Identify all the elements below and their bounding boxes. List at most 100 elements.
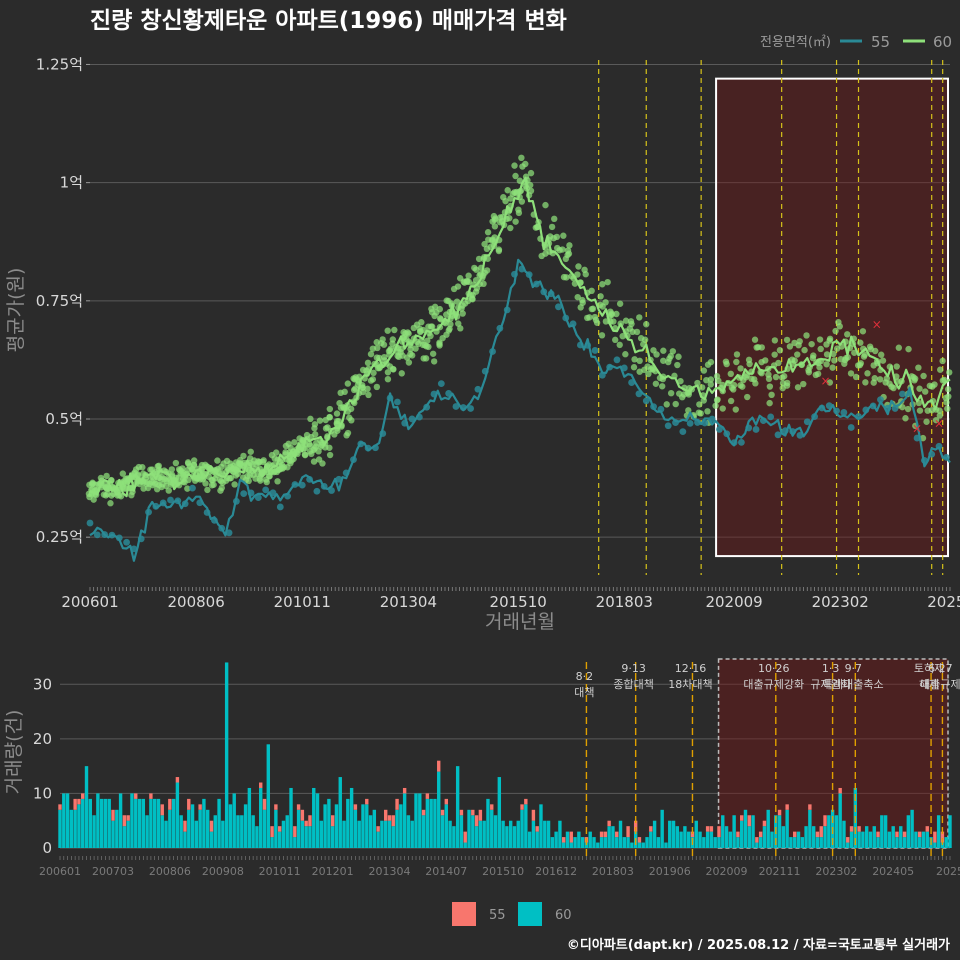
price-point-60 xyxy=(772,373,780,381)
volume-bar-60 xyxy=(209,831,214,848)
price-point-60 xyxy=(751,336,759,343)
volume-bar-60 xyxy=(338,777,342,848)
volume-bar-60 xyxy=(573,837,577,848)
volume-bar-60 xyxy=(137,798,142,848)
price-line-55 xyxy=(89,258,951,562)
volume-bar-55 xyxy=(819,826,823,838)
price-point-60 xyxy=(768,391,775,399)
price-point-60 xyxy=(826,335,834,342)
price-point-60 xyxy=(653,351,660,358)
price-point-60 xyxy=(359,388,367,396)
volume-bar-60 xyxy=(512,826,517,848)
price-point-60 xyxy=(862,379,869,386)
volume-bar-60 xyxy=(243,804,248,848)
price-point-60 xyxy=(922,388,929,395)
highlight-box xyxy=(715,77,949,558)
price-point-55 xyxy=(774,431,782,439)
volume-bar-60 xyxy=(293,837,297,848)
volume-bar-60 xyxy=(296,809,301,848)
price-point-60 xyxy=(185,476,192,484)
price-point-60 xyxy=(610,318,617,325)
price-point-55 xyxy=(752,426,760,433)
price-point-60 xyxy=(204,486,211,494)
policy-label: 9·13 xyxy=(621,662,646,675)
volume-bar-60 xyxy=(728,831,733,848)
volume-x-tick-label: 201201 xyxy=(312,865,354,878)
volume-bar-55 xyxy=(296,804,301,810)
volume-bar-60 xyxy=(656,837,661,848)
x-tick-label: 201510 xyxy=(490,593,547,611)
price-point-60 xyxy=(905,345,912,353)
volume-bar-60 xyxy=(846,842,850,848)
volume-bar-55 xyxy=(747,815,751,827)
price-point-60 xyxy=(944,405,951,412)
volume-bar-55 xyxy=(705,826,710,832)
volume-bar-60 xyxy=(65,793,70,848)
price-point-60 xyxy=(311,421,319,428)
volume-bar-60 xyxy=(755,842,759,848)
price-point-60 xyxy=(526,181,534,189)
volume-bar-60 xyxy=(62,793,66,848)
volume-bar-60 xyxy=(864,826,869,848)
volume-bar-55 xyxy=(149,793,153,799)
price-point-60 xyxy=(373,383,381,391)
price-point-60 xyxy=(829,364,836,371)
price-point-55 xyxy=(613,356,621,364)
volume-y-tick-label: 10 xyxy=(33,784,52,802)
volume-bar-55 xyxy=(762,820,767,827)
price-point-60 xyxy=(168,466,176,473)
price-point-60 xyxy=(559,246,566,253)
volume-bar-55 xyxy=(626,826,630,838)
price-point-60 xyxy=(117,493,125,500)
volume-bar-55 xyxy=(437,760,441,772)
price-point-60 xyxy=(696,401,703,408)
volume-x-tick-label: 200703 xyxy=(92,865,134,878)
volume-bar-60 xyxy=(497,777,502,848)
volume-bar-60 xyxy=(164,820,168,848)
volume-bar-55 xyxy=(111,809,115,821)
price-point-60 xyxy=(422,355,430,362)
price-point-60 xyxy=(677,377,684,385)
price-point-60 xyxy=(551,215,558,223)
policy-label: 토허제 xyxy=(914,662,944,675)
volume-bar-55 xyxy=(459,809,464,816)
volume-bar-60 xyxy=(789,837,793,848)
price-point-60 xyxy=(562,255,570,263)
price-point-60 xyxy=(420,326,427,334)
price-point-55 xyxy=(467,405,474,412)
volume-bar-60 xyxy=(402,793,407,848)
price-point-60 xyxy=(712,402,719,409)
volume-bar-60 xyxy=(455,766,460,848)
volume-bar-55 xyxy=(168,798,172,810)
volume-bar-60 xyxy=(611,826,615,848)
price-point-60 xyxy=(920,372,927,380)
volume-bar-60 xyxy=(118,793,123,848)
volume-bar-60 xyxy=(902,837,907,848)
volume-bar-60 xyxy=(876,837,880,848)
price-point-60 xyxy=(916,407,924,414)
price-point-60 xyxy=(507,224,514,232)
volume-bar-60 xyxy=(474,826,479,848)
price-point-60 xyxy=(832,327,839,335)
footer-credit: ©디아파트(dapt.kr) / 2025.08.12 / 자료=국토교통부 실… xyxy=(567,937,950,953)
price-point-60 xyxy=(398,370,405,377)
volume-bar-60 xyxy=(349,787,354,848)
price-point-60 xyxy=(512,172,519,180)
volume-bar-60 xyxy=(868,831,873,848)
volume-bar-55 xyxy=(857,826,861,832)
price-point-60 xyxy=(700,367,708,374)
price-point-60 xyxy=(287,460,294,467)
price-point-60 xyxy=(775,359,782,367)
price-point-60 xyxy=(423,343,430,350)
volume-bar-60 xyxy=(736,837,740,848)
volume-bar-60 xyxy=(346,798,350,848)
price-point-60 xyxy=(473,266,480,273)
volume-bar-60 xyxy=(577,831,581,848)
volume-bar-60 xyxy=(202,798,206,848)
volume-bar-60 xyxy=(437,771,441,848)
volume-bar-60 xyxy=(603,837,608,848)
policy-label: 대출규제강화 xyxy=(743,678,804,691)
volume-bar-55 xyxy=(562,837,566,843)
volume-bar-60 xyxy=(259,787,263,848)
volume-bar-60 xyxy=(811,826,816,848)
